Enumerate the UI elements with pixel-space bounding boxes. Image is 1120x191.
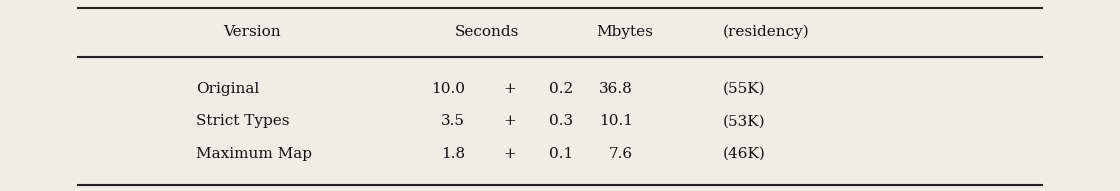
Text: 10.1: 10.1 [599, 114, 633, 128]
Text: Maximum Map: Maximum Map [196, 147, 312, 161]
Text: 10.0: 10.0 [431, 82, 465, 96]
Text: 36.8: 36.8 [599, 82, 633, 96]
Text: 3.5: 3.5 [441, 114, 465, 128]
Text: +: + [503, 114, 516, 128]
Text: 1.8: 1.8 [440, 147, 465, 161]
Text: Original: Original [196, 82, 259, 96]
Text: 0.3: 0.3 [549, 114, 573, 128]
Text: Strict Types: Strict Types [196, 114, 289, 128]
Text: (residency): (residency) [722, 24, 809, 39]
Text: (53K): (53K) [722, 114, 765, 128]
Text: Mbytes: Mbytes [597, 24, 653, 39]
Text: Seconds: Seconds [455, 24, 520, 39]
Text: 0.1: 0.1 [549, 147, 573, 161]
Text: +: + [503, 147, 516, 161]
Text: +: + [503, 82, 516, 96]
Text: (46K): (46K) [722, 147, 765, 161]
Text: 7.6: 7.6 [608, 147, 633, 161]
Text: (55K): (55K) [722, 82, 765, 96]
Text: Version: Version [223, 24, 281, 39]
Text: 0.2: 0.2 [549, 82, 573, 96]
